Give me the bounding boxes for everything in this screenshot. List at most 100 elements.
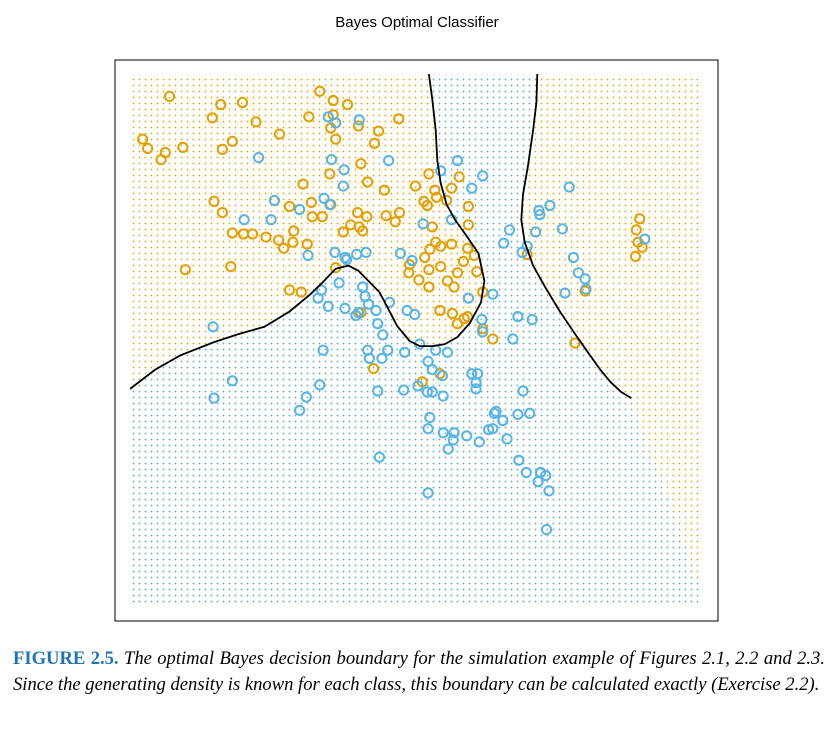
orange-point bbox=[352, 207, 364, 219]
orange-point bbox=[393, 207, 406, 219]
blue-point bbox=[412, 380, 424, 392]
figure-caption: FIGURE 2.5. The optimal Bayes decision b… bbox=[13, 646, 825, 698]
blue-point bbox=[530, 226, 542, 238]
orange-point bbox=[303, 111, 315, 123]
blue-point bbox=[265, 214, 277, 226]
orange-point bbox=[247, 228, 259, 240]
orange-point bbox=[361, 211, 373, 223]
blue-point bbox=[252, 152, 265, 164]
orange-point bbox=[297, 178, 309, 190]
orange-point bbox=[142, 142, 154, 154]
orange-point bbox=[216, 207, 228, 219]
blue-point bbox=[376, 352, 388, 364]
orange-point bbox=[446, 238, 458, 250]
orange-point bbox=[373, 125, 385, 137]
blue-point bbox=[373, 451, 385, 463]
blue-point bbox=[406, 254, 418, 267]
chart-title: Bayes Optimal Classifier bbox=[335, 14, 499, 31]
blue-point bbox=[437, 427, 449, 439]
blue-point bbox=[322, 300, 334, 312]
orange-point bbox=[487, 333, 499, 345]
blue-point bbox=[503, 224, 516, 236]
orange-point bbox=[305, 196, 317, 208]
blue-point bbox=[524, 407, 536, 419]
orange-point bbox=[471, 266, 483, 278]
orange-point bbox=[301, 238, 313, 250]
blue-point bbox=[314, 379, 326, 391]
points-layer bbox=[137, 85, 651, 536]
blue-point bbox=[477, 326, 489, 338]
blue-point bbox=[329, 246, 341, 258]
blue-point bbox=[477, 170, 489, 182]
blue-point bbox=[426, 364, 438, 376]
blue-point bbox=[451, 155, 464, 167]
orange-point bbox=[423, 168, 435, 180]
orange-point bbox=[355, 158, 367, 170]
blue-point bbox=[488, 407, 500, 419]
scatter-plot bbox=[114, 59, 719, 622]
blue-point bbox=[300, 391, 312, 403]
blue-point bbox=[448, 427, 460, 439]
blue-point bbox=[559, 287, 571, 299]
orange-point bbox=[215, 99, 227, 111]
orange-point bbox=[419, 251, 431, 264]
orange-point bbox=[457, 255, 469, 268]
orange-point bbox=[380, 210, 392, 222]
blue-point bbox=[341, 253, 353, 266]
figure-label: FIGURE 2.5. bbox=[13, 648, 119, 669]
blue-point bbox=[322, 111, 334, 123]
blue-point bbox=[370, 304, 382, 317]
orange-point bbox=[316, 211, 328, 223]
blue-point bbox=[338, 164, 350, 176]
blue-point bbox=[513, 454, 525, 466]
orange-point bbox=[273, 234, 285, 246]
blue-point bbox=[208, 392, 220, 404]
blue-point bbox=[398, 384, 410, 396]
orange-point bbox=[441, 275, 453, 287]
orange-point bbox=[250, 116, 262, 128]
blue-point bbox=[466, 368, 478, 380]
orange-point bbox=[435, 261, 447, 273]
boundary-curve bbox=[130, 74, 486, 390]
orange-point bbox=[177, 141, 189, 153]
orange-point bbox=[273, 128, 286, 140]
blue-point bbox=[442, 443, 454, 455]
blue-point bbox=[516, 246, 528, 258]
blue-point bbox=[383, 155, 395, 167]
blue-point bbox=[512, 408, 524, 420]
boundary-curve bbox=[520, 74, 632, 399]
orange-point bbox=[226, 227, 238, 239]
blue-point bbox=[526, 314, 538, 326]
blue-point bbox=[362, 298, 375, 310]
blue-point bbox=[360, 246, 372, 258]
blue-point bbox=[399, 346, 411, 358]
blue-point bbox=[422, 423, 434, 435]
orange-point bbox=[413, 274, 425, 286]
blue-point bbox=[294, 204, 306, 216]
orange-point bbox=[423, 264, 435, 276]
blue-point bbox=[497, 414, 509, 427]
blue-point bbox=[426, 386, 438, 398]
orange-point bbox=[435, 240, 447, 252]
orange-point bbox=[393, 113, 405, 125]
blue-point bbox=[470, 383, 482, 395]
orange-point bbox=[423, 281, 435, 293]
orange-point bbox=[462, 200, 474, 213]
orange-point bbox=[163, 90, 176, 103]
orange-point bbox=[446, 307, 458, 320]
blue-point bbox=[544, 199, 556, 212]
blue-point bbox=[470, 377, 482, 389]
orange-point bbox=[314, 85, 326, 97]
orange-point bbox=[357, 225, 369, 237]
blue-point bbox=[441, 346, 453, 358]
blue-point bbox=[372, 385, 384, 397]
blue-point bbox=[333, 277, 345, 289]
orange-point bbox=[389, 216, 401, 228]
blue-point bbox=[512, 311, 524, 323]
orange-point bbox=[378, 184, 390, 196]
blue-point bbox=[580, 283, 592, 295]
orange-point bbox=[403, 267, 415, 279]
blue-point bbox=[639, 233, 651, 245]
orange-point bbox=[236, 96, 249, 109]
blue-point bbox=[377, 329, 389, 341]
